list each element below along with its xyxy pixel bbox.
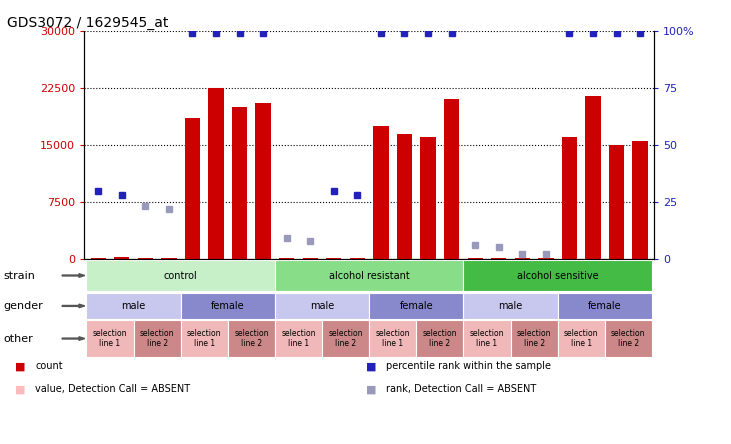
Text: gender: gender bbox=[4, 301, 43, 311]
Bar bbox=[185, 119, 200, 259]
Text: alcohol resistant: alcohol resistant bbox=[329, 270, 409, 281]
Bar bbox=[586, 95, 601, 259]
Text: selection
line 2: selection line 2 bbox=[234, 329, 268, 348]
Bar bbox=[303, 258, 318, 259]
Text: count: count bbox=[35, 361, 63, 371]
Text: strain: strain bbox=[4, 270, 36, 281]
Text: selection
line 1: selection line 1 bbox=[564, 329, 599, 348]
Text: alcohol sensitive: alcohol sensitive bbox=[517, 270, 599, 281]
Bar bbox=[463, 259, 652, 291]
Bar bbox=[416, 321, 463, 357]
Text: ■: ■ bbox=[15, 385, 25, 394]
Bar bbox=[228, 321, 275, 357]
Bar bbox=[255, 103, 270, 259]
Bar bbox=[515, 258, 530, 259]
Bar bbox=[558, 293, 652, 319]
Text: selection
line 1: selection line 1 bbox=[281, 329, 316, 348]
Bar bbox=[114, 258, 129, 259]
Text: selection
line 1: selection line 1 bbox=[470, 329, 504, 348]
Text: female: female bbox=[588, 301, 621, 311]
Text: female: female bbox=[399, 301, 433, 311]
Bar bbox=[181, 321, 228, 357]
Bar bbox=[181, 293, 275, 319]
Bar bbox=[463, 321, 510, 357]
Bar bbox=[162, 258, 177, 259]
Text: ■: ■ bbox=[366, 361, 376, 371]
Text: male: male bbox=[310, 301, 334, 311]
Bar bbox=[510, 321, 558, 357]
Bar bbox=[134, 321, 181, 357]
Bar bbox=[369, 293, 463, 319]
Bar bbox=[275, 321, 322, 357]
Text: selection
line 2: selection line 2 bbox=[517, 329, 551, 348]
Text: selection
line 2: selection line 2 bbox=[611, 329, 645, 348]
Bar bbox=[326, 258, 341, 259]
Text: selection
line 1: selection line 1 bbox=[376, 329, 410, 348]
Bar bbox=[632, 141, 648, 259]
Text: male: male bbox=[121, 301, 145, 311]
Text: control: control bbox=[164, 270, 197, 281]
Bar bbox=[463, 293, 558, 319]
Bar bbox=[397, 134, 412, 259]
Bar bbox=[86, 293, 181, 319]
Bar bbox=[609, 145, 624, 259]
Text: ■: ■ bbox=[15, 361, 25, 371]
Text: selection
line 2: selection line 2 bbox=[328, 329, 363, 348]
Text: GDS3072 / 1629545_at: GDS3072 / 1629545_at bbox=[7, 16, 169, 30]
Text: rank, Detection Call = ABSENT: rank, Detection Call = ABSENT bbox=[386, 385, 537, 394]
Text: selection
line 2: selection line 2 bbox=[423, 329, 457, 348]
Bar bbox=[561, 137, 577, 259]
Bar bbox=[444, 99, 459, 259]
Bar bbox=[232, 107, 247, 259]
Text: ■: ■ bbox=[366, 385, 376, 394]
Bar bbox=[86, 321, 134, 357]
Bar bbox=[420, 137, 436, 259]
Bar bbox=[538, 258, 553, 259]
Text: female: female bbox=[211, 301, 245, 311]
Text: selection
line 2: selection line 2 bbox=[140, 329, 175, 348]
Text: selection
line 1: selection line 1 bbox=[187, 329, 221, 348]
Text: selection
line 1: selection line 1 bbox=[93, 329, 127, 348]
Bar bbox=[558, 321, 605, 357]
Bar bbox=[369, 321, 416, 357]
Bar bbox=[279, 258, 295, 259]
Bar bbox=[137, 258, 153, 259]
Text: value, Detection Call = ABSENT: value, Detection Call = ABSENT bbox=[35, 385, 190, 394]
Bar bbox=[322, 321, 369, 357]
Bar bbox=[208, 88, 224, 259]
Bar bbox=[468, 258, 483, 259]
Bar bbox=[605, 321, 652, 357]
Bar bbox=[275, 259, 463, 291]
Bar bbox=[91, 258, 106, 259]
Bar bbox=[86, 259, 275, 291]
Bar bbox=[275, 293, 369, 319]
Bar bbox=[491, 258, 507, 259]
Text: other: other bbox=[4, 333, 34, 344]
Bar bbox=[374, 126, 389, 259]
Text: male: male bbox=[499, 301, 523, 311]
Text: percentile rank within the sample: percentile rank within the sample bbox=[386, 361, 551, 371]
Bar bbox=[349, 258, 365, 259]
